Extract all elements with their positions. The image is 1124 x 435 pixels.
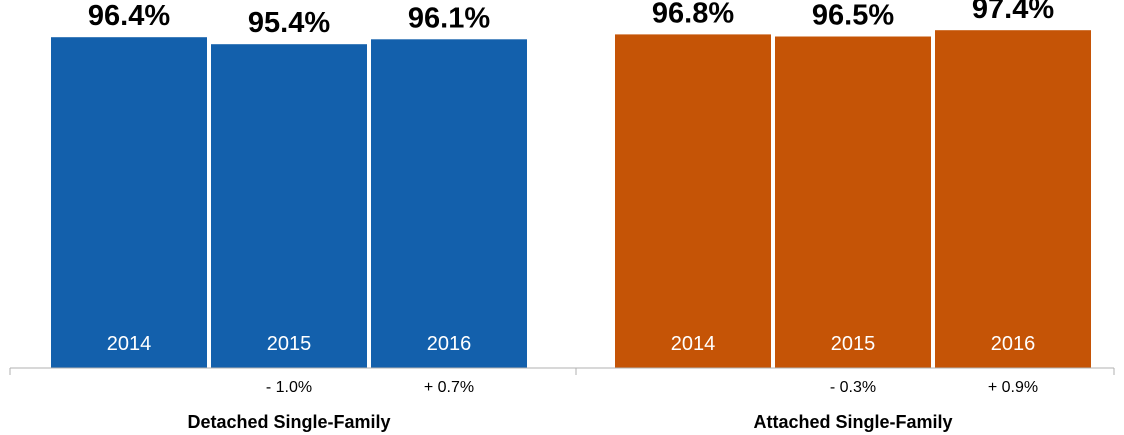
year-label: 2014	[671, 333, 716, 355]
change-label: - 1.0%	[266, 379, 312, 396]
year-label: 2016	[427, 333, 472, 355]
value-label: 95.4%	[248, 7, 330, 39]
change-label: - 0.3%	[830, 379, 876, 396]
bars-layer	[51, 30, 1091, 369]
bar-attached-2015	[775, 36, 931, 368]
labels-layer: 96.4% 2014 95.4% 2015 - 1.0% 96.1% 2016 + 0.7% D…	[88, 0, 1054, 432]
change-label: + 0.9%	[988, 379, 1038, 396]
group-label: Attached Single-Family	[753, 412, 952, 432]
year-label: 2015	[267, 333, 312, 355]
value-label: 96.8%	[652, 0, 734, 29]
bar-detached-2015	[211, 44, 367, 368]
bar-detached-2014	[51, 37, 207, 368]
value-label: 96.4%	[88, 0, 170, 32]
change-label: + 0.7%	[424, 379, 474, 396]
bar-attached-2014	[615, 34, 771, 369]
bar-attached-2016	[935, 30, 1091, 368]
year-label: 2015	[831, 333, 876, 355]
year-label: 2016	[991, 333, 1036, 355]
value-label: 96.1%	[408, 2, 490, 34]
value-label: 97.4%	[972, 0, 1054, 25]
group-label: Detached Single-Family	[187, 412, 390, 432]
bar-detached-2016	[371, 39, 527, 369]
year-label: 2014	[107, 333, 152, 355]
value-label: 96.5%	[812, 0, 894, 32]
